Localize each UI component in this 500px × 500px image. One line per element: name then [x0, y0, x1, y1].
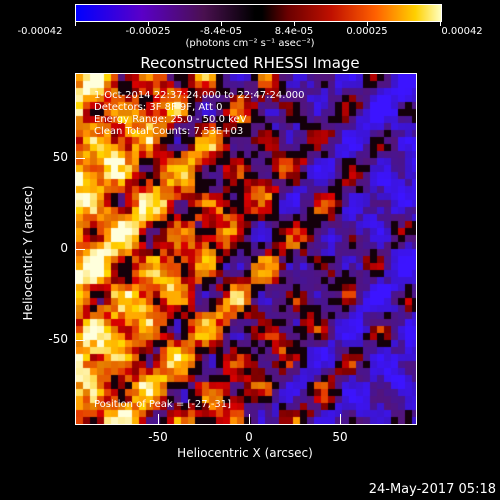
timestamp: 24-May-2017 05:18	[368, 482, 496, 497]
x-tick-mark	[158, 414, 159, 424]
colorbar-label: -8.4e-05	[200, 26, 242, 37]
colorbar-tick	[148, 21, 149, 26]
y-axis-label: Heliocentric Y (arcsec)	[21, 185, 35, 321]
colorbar-label: 0.00025	[346, 26, 388, 37]
colorbar-tick	[440, 21, 441, 26]
y-tick-mark	[75, 158, 85, 159]
colorbar-tick	[221, 21, 222, 26]
x-axis-label: Heliocentric X (arcsec)	[177, 446, 313, 460]
heatmap-image	[76, 74, 416, 424]
image-plot: 1-Oct-2014 22:37:24.000 to 22:47:24.000 …	[75, 73, 417, 425]
colorbar-units: (photons cm⁻² s⁻¹ asec⁻²)	[185, 38, 315, 49]
colorbar-label: -0.00025	[125, 26, 171, 37]
x-tick-label: 50	[332, 430, 348, 444]
colorbar-label: -0.00042	[17, 26, 63, 37]
y-tick-label: 0	[60, 241, 68, 255]
y-tick-label: -50	[48, 332, 68, 346]
colorbar-tick	[294, 21, 295, 26]
x-tick-mark	[249, 414, 250, 424]
y-tick-label: 50	[52, 150, 68, 164]
time-range-text: 1-Oct-2014 22:37:24.000 to 22:47:24.000	[94, 90, 305, 101]
detectors-text: Detectors: 3F 8F 9F, Att 0	[94, 102, 223, 113]
energy-range-text: Energy Range: 25.0 - 50.0 keV	[94, 114, 247, 125]
x-tick-mark	[340, 414, 341, 424]
colorbar-tick	[75, 21, 76, 26]
colorbar-label: 8.4e-05	[274, 26, 314, 37]
y-tick-mark	[75, 249, 85, 250]
colorbar-tick	[367, 21, 368, 26]
y-tick-mark	[75, 340, 85, 341]
x-tick-label: 0	[245, 430, 253, 444]
peak-position-text: Position of Peak = [-27,-31]	[94, 399, 232, 410]
colorbar	[75, 4, 442, 22]
plot-title: Reconstructed RHESSI Image	[140, 54, 360, 72]
x-tick-label: -50	[148, 430, 168, 444]
clean-counts-text: Clean Total Counts: 7.53E+03	[94, 126, 244, 137]
colorbar-label: 0.00042	[441, 26, 483, 37]
